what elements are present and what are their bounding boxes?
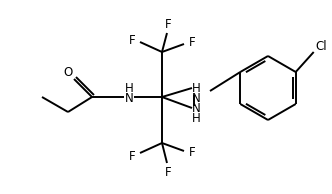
Text: F: F — [189, 146, 195, 159]
Text: H: H — [124, 81, 133, 94]
Text: Cl: Cl — [315, 40, 327, 53]
Text: N: N — [192, 101, 201, 114]
Text: H: H — [192, 81, 201, 94]
Text: F: F — [189, 36, 195, 49]
Text: O: O — [63, 66, 73, 79]
Text: F: F — [165, 165, 171, 178]
Text: F: F — [165, 18, 171, 31]
Text: N: N — [124, 93, 133, 106]
Text: H: H — [192, 113, 201, 126]
Text: F: F — [129, 151, 135, 164]
Text: F: F — [129, 34, 135, 47]
Text: N: N — [192, 93, 201, 106]
